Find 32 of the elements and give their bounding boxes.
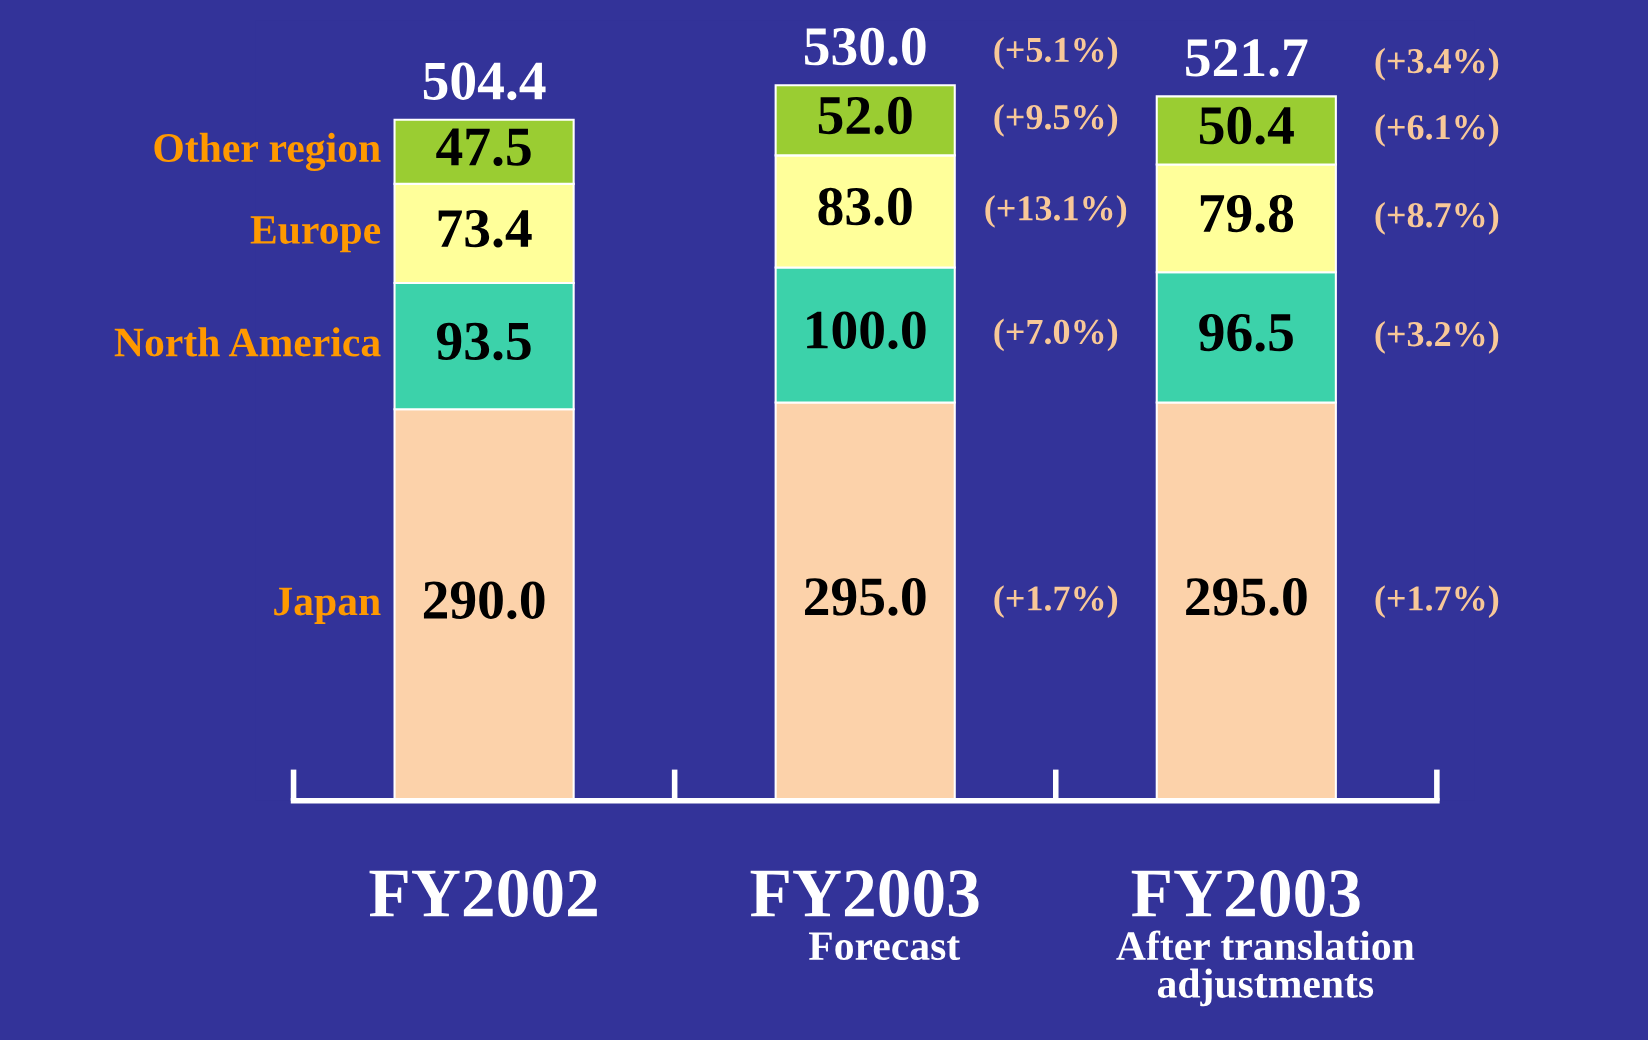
text: (+5.1%) [994, 36, 1118, 70]
data-label: 73.4 [438, 210, 532, 248]
annotation: (+8.7%) [1375, 201, 1499, 235]
annotation: (+1.7%) [994, 585, 1118, 619]
x-tick-label: FY2002 [369, 870, 597, 917]
annotation: (+13.1%) [985, 195, 1127, 228]
text: (+3.4%) [1375, 47, 1499, 81]
data-label: 50.4 [1199, 106, 1294, 145]
total-label: 530.0 [804, 27, 926, 66]
annotation: (+9.5%) [994, 103, 1118, 137]
x-tick-label: FY2003 After translation adjustments [1116, 870, 1415, 1007]
data-label: 47.5 [436, 128, 531, 166]
data-label: 290.0 [423, 581, 545, 620]
data-label: 79.8 [1200, 194, 1294, 233]
annotation: (+3.2%) [1375, 320, 1499, 354]
data-label: 100.0 [807, 311, 926, 350]
annotation: (+1.7%) [1375, 585, 1499, 619]
series-label: Japan [274, 587, 381, 624]
total-label: 521.7 [1186, 39, 1308, 77]
data-label: 83.0 [818, 187, 912, 226]
annotation: (+6.1%) [1375, 114, 1499, 147]
x-tick-label: FY2003 Forecast [750, 870, 979, 961]
data-label: 295.0 [805, 578, 926, 616]
data-label: 52.0 [818, 96, 912, 135]
total-label: 504.4 [423, 62, 546, 101]
series-label: North America [114, 327, 381, 357]
annotation: (+7.0%) [994, 318, 1118, 352]
data-label: 96.5 [1199, 313, 1293, 352]
series-label: Europe [250, 216, 381, 253]
data-label: 93.5 [437, 322, 531, 361]
data-label: 295.0 [1186, 578, 1307, 616]
series-label: Other region [154, 132, 381, 171]
